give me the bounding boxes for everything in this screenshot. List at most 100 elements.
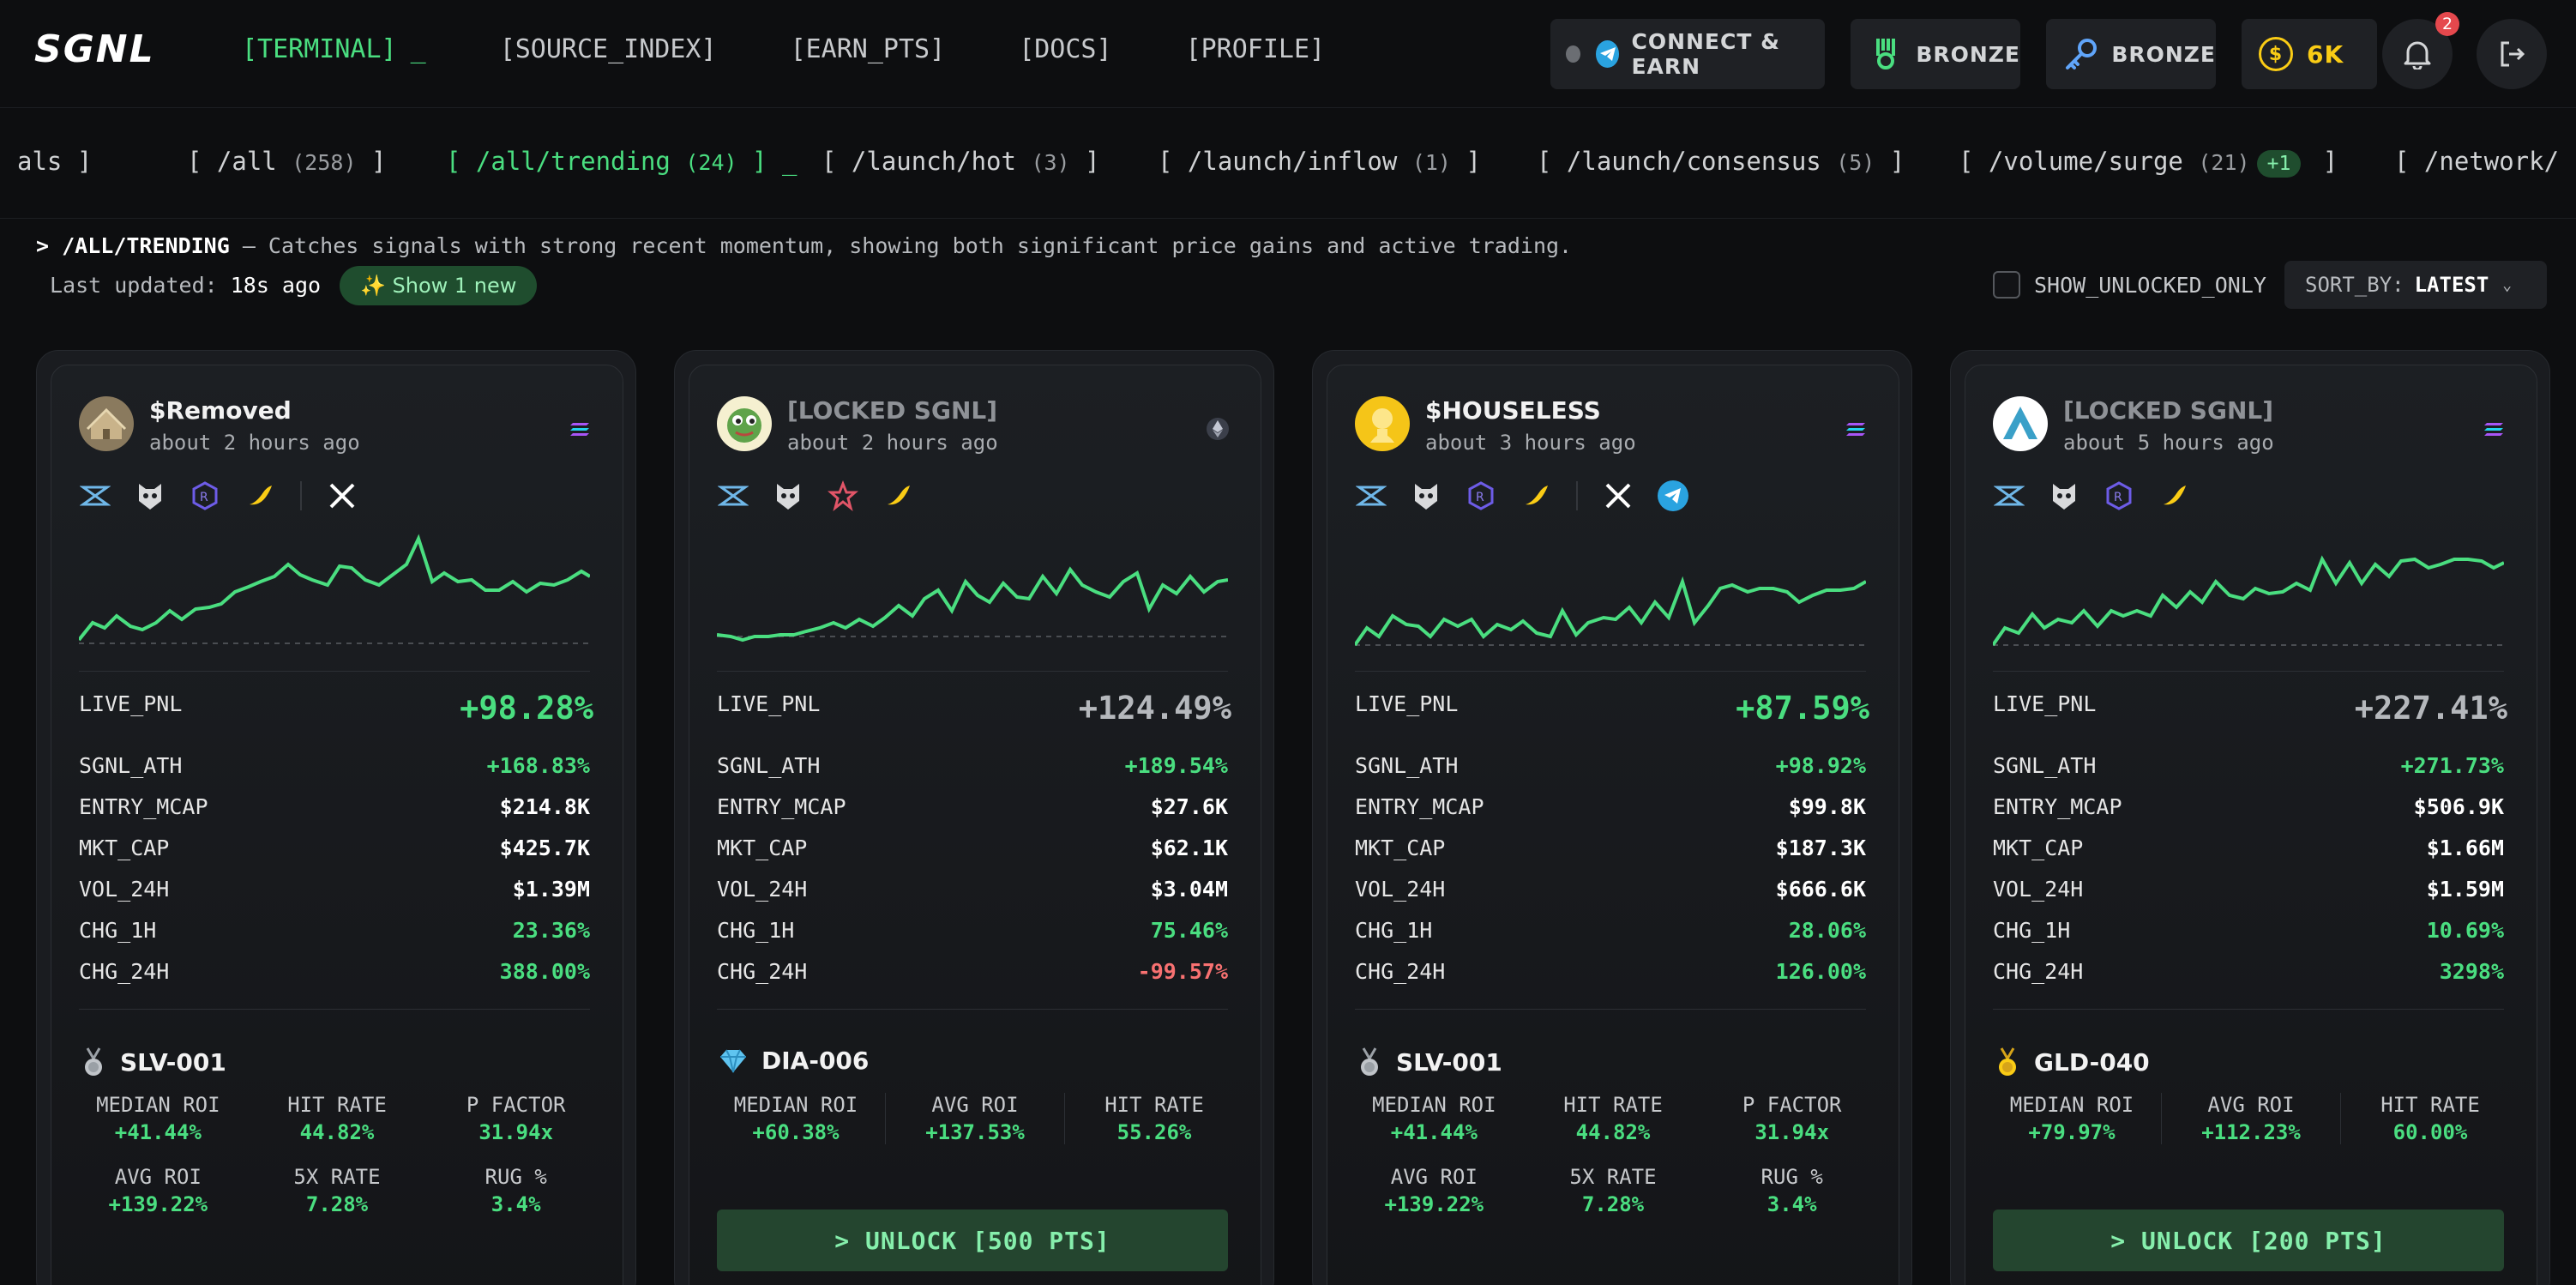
- main-nav: [TERMINAL] _ [SOURCE_INDEX] [EARN_PTS] [D…: [242, 34, 1325, 64]
- solana-chain-icon: [1844, 417, 1868, 441]
- tab-all-trending[interactable]: [ /all/trending (24) ] _: [446, 147, 797, 176]
- metric-row: CHG_24H 3298%: [1993, 959, 2504, 984]
- tier-badge[interactable]: SLV-001: [1357, 1047, 1502, 1077]
- owl-bot-icon[interactable]: [2048, 480, 2080, 512]
- key-icon: [2063, 37, 2099, 71]
- token-title[interactable]: $HOUSELESS: [1425, 396, 1601, 425]
- raydium-icon[interactable]: R: [189, 480, 221, 512]
- live-pnl-value: +87.59%: [1736, 690, 1869, 727]
- token-title[interactable]: $Removed: [149, 396, 292, 425]
- rank-ribbon-icon: [1871, 37, 1900, 71]
- tab-network[interactable]: [ /network/: [2394, 147, 2560, 176]
- key-rank-button[interactable]: BRONZE: [2046, 19, 2216, 89]
- nav-source-index[interactable]: [SOURCE_INDEX]: [499, 34, 717, 64]
- metric-row: ENTRY_MCAP $99.8K: [1355, 794, 1866, 819]
- tab-all[interactable]: [ /all (258) ]: [187, 147, 387, 176]
- source-icons: R: [79, 479, 358, 513]
- tab-volume-surge[interactable]: [ /volume/surge (21) +1 ]: [1959, 147, 2338, 178]
- metric-row: CHG_1H 28.06%: [1355, 918, 1866, 943]
- raydium-icon[interactable]: R: [1465, 480, 1497, 512]
- metric-row: ENTRY_MCAP $506.9K: [1993, 794, 2504, 819]
- logout-button[interactable]: [2477, 19, 2547, 89]
- x-twitter-icon[interactable]: [326, 480, 358, 512]
- dexscreener-icon[interactable]: [717, 480, 749, 512]
- nav-earn-pts[interactable]: [EARN_PTS]: [790, 34, 946, 64]
- live-pnl-label: LIVE_PNL: [1355, 691, 1459, 716]
- coin-icon: $: [2259, 37, 2293, 71]
- show-unlocked-label[interactable]: SHOW_UNLOCKED_ONLY: [2034, 273, 2266, 298]
- nav-terminal[interactable]: [TERMINAL] _: [242, 34, 426, 64]
- dexscreener-icon[interactable]: [79, 480, 111, 512]
- show-unlocked-checkbox[interactable]: [1993, 271, 2020, 299]
- solana-chain-icon: [2482, 417, 2506, 441]
- raydium-icon[interactable]: R: [2103, 480, 2135, 512]
- telegram-icon[interactable]: [1657, 480, 1689, 512]
- unlock-button[interactable]: > UNLOCK [200 PTS]: [1993, 1210, 2504, 1271]
- red-star-icon[interactable]: [827, 480, 859, 512]
- ethereum-chain-icon: [1206, 417, 1230, 441]
- top-navbar: SGNL [TERMINAL] _ [SOURCE_INDEX] [EARN_PT…: [0, 0, 2576, 108]
- banana-icon[interactable]: [1520, 480, 1552, 512]
- dexscreener-icon[interactable]: [1355, 480, 1387, 512]
- tab-launch-inflow[interactable]: [ /launch/inflow (1) ]: [1158, 147, 1481, 176]
- signal-card[interactable]: $Removed about 2 hours ago R LIVE_PNL +9…: [36, 350, 636, 1285]
- show-new-button[interactable]: ✨ Show 1 new: [340, 266, 538, 305]
- source-icons: R: [1993, 479, 2190, 513]
- notification-count-badge: 2: [2435, 12, 2459, 36]
- owl-bot-icon[interactable]: [134, 480, 166, 512]
- sgnl-logo[interactable]: SGNL: [34, 27, 155, 71]
- locked-signal-title[interactable]: [LOCKED SGNL]: [2063, 396, 2274, 425]
- tab-launch-consensus[interactable]: [ /launch/consensus (5) ]: [1537, 147, 1905, 176]
- signal-card[interactable]: [LOCKED SGNL] about 2 hours ago LIVE_PNL…: [674, 350, 1274, 1285]
- metric-row: VOL_24H $3.04M: [717, 877, 1228, 902]
- locked-signal-title[interactable]: [LOCKED SGNL]: [787, 396, 998, 425]
- metric-row: SGNL_ATH +98.92%: [1355, 753, 1866, 778]
- nav-profile[interactable]: [PROFILE]: [1185, 34, 1326, 64]
- signal-card[interactable]: $HOUSELESS about 3 hours ago R LIVE_PNL …: [1312, 350, 1912, 1285]
- banana-icon[interactable]: [2158, 480, 2190, 512]
- metric-row: CHG_24H 388.00%: [79, 959, 590, 984]
- points-button[interactable]: $ 6K: [2242, 19, 2377, 89]
- price-sparkline: [1355, 576, 1866, 647]
- unlock-button[interactable]: > UNLOCK [500 PTS]: [717, 1210, 1228, 1271]
- x-twitter-icon[interactable]: [1602, 480, 1634, 512]
- tab-partial-left[interactable]: als ]: [17, 147, 93, 176]
- banana-icon[interactable]: [244, 480, 276, 512]
- solana-chain-icon: [568, 417, 592, 441]
- signal-time: about 2 hours ago: [787, 431, 998, 455]
- signal-tabs: als ] [ /all (258) ] [ /all/trending (24…: [0, 109, 2576, 219]
- tier-badge[interactable]: SLV-001: [81, 1047, 226, 1077]
- status-dot: [1566, 45, 1581, 63]
- nav-docs[interactable]: [DOCS]: [1019, 34, 1112, 64]
- svg-text:R: R: [200, 491, 208, 504]
- dexscreener-icon[interactable]: [1993, 480, 2025, 512]
- svg-text:R: R: [2114, 491, 2122, 504]
- telegram-icon: [1596, 40, 1620, 68]
- token-avatar: [1993, 396, 2048, 451]
- silver-medal-icon: [85, 1047, 102, 1076]
- rank-badge-button[interactable]: BRONZE: [1851, 19, 2020, 89]
- live-pnl-label: LIVE_PNL: [1993, 691, 2097, 716]
- live-pnl-value: +124.49%: [1078, 690, 1231, 727]
- stats-row: MEDIAN ROI +79.97% AVG ROI +112.23% HIT RA…: [1983, 1093, 2519, 1144]
- metric-row: MKT_CAP $187.3K: [1355, 836, 1866, 860]
- tab-launch-hot[interactable]: [ /launch/hot (3) ]: [822, 147, 1100, 176]
- metric-row: CHG_1H 23.36%: [79, 918, 590, 943]
- owl-bot-icon[interactable]: [1410, 480, 1442, 512]
- sort-dropdown[interactable]: SORT_BY: LATEST ⌄: [2284, 261, 2547, 309]
- connect-earn-button[interactable]: CONNECT & EARN: [1550, 19, 1825, 89]
- banana-icon[interactable]: [882, 480, 914, 512]
- metric-row: SGNL_ATH +271.73%: [1993, 753, 2504, 778]
- metric-row: MKT_CAP $425.7K: [79, 836, 590, 860]
- owl-bot-icon[interactable]: [772, 480, 804, 512]
- tier-badge[interactable]: GLD-040: [1995, 1047, 2150, 1077]
- stats-row: MEDIAN ROI +41.44% HIT RATE 44.82% P FACTO…: [1372, 1093, 1842, 1144]
- signal-card[interactable]: [LOCKED SGNL] about 5 hours ago R LIVE_P…: [1950, 350, 2550, 1285]
- metric-row: MKT_CAP $1.66M: [1993, 836, 2504, 860]
- diamond-icon: [720, 1049, 746, 1072]
- source-icons: R: [1355, 479, 1689, 513]
- metric-row: CHG_1H 10.69%: [1993, 918, 2504, 943]
- chevron-down-icon: ⌄: [2502, 275, 2513, 294]
- signal-time: about 3 hours ago: [1425, 431, 1636, 455]
- tier-badge[interactable]: DIA-006: [719, 1047, 869, 1075]
